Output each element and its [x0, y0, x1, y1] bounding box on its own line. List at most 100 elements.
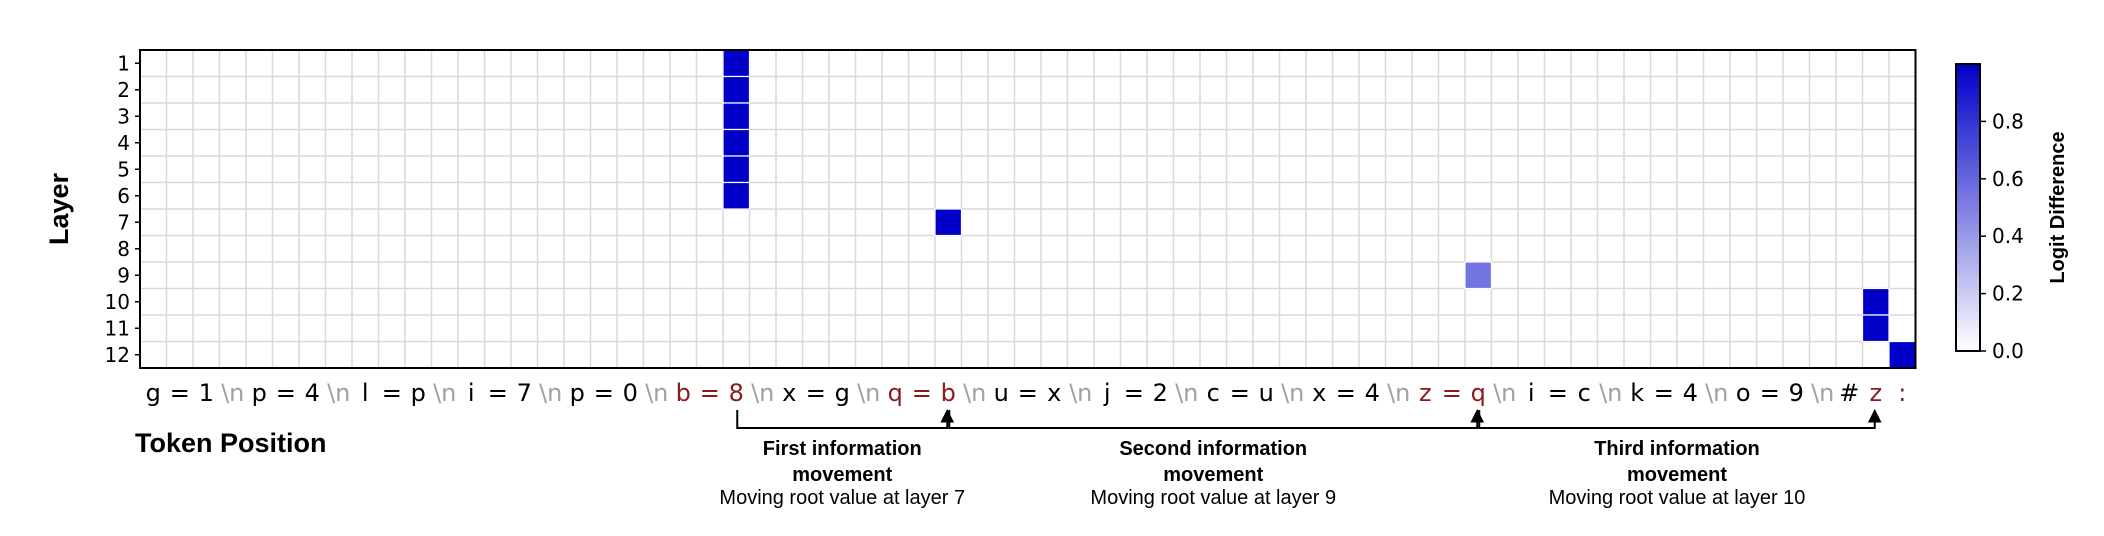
token-label: p — [570, 379, 585, 407]
token-label: = — [1018, 379, 1038, 407]
token-label: q — [1471, 379, 1486, 407]
token-label: \n — [221, 379, 244, 407]
token-label: \n — [1387, 379, 1410, 407]
token-label: p — [252, 379, 267, 407]
colorbar-title: Logit Difference — [2047, 131, 2069, 283]
token-label: # — [1839, 379, 1859, 407]
plot-frame — [139, 49, 1917, 369]
annotation-bracket — [948, 410, 1479, 429]
annotation-arrowhead — [1867, 408, 1882, 423]
y-tick-label: 8 — [117, 237, 130, 261]
y-tick-label: 12 — [105, 343, 130, 367]
token-label: \n — [963, 379, 986, 407]
token-label: = — [1548, 379, 1568, 407]
heatmap-cell — [722, 102, 751, 131]
token-label: u — [1259, 379, 1274, 407]
token-label: = — [170, 379, 190, 407]
heatmap-grid — [140, 50, 1916, 368]
token-label: \n — [1599, 379, 1622, 407]
token-label: \n — [539, 379, 562, 407]
y-tick-label: 3 — [117, 104, 130, 128]
y-axis-title: Layer — [44, 172, 74, 245]
y-tick-label: 6 — [117, 184, 130, 208]
token-label: \n — [1811, 379, 1834, 407]
token-label: 0 — [623, 379, 638, 407]
y-tick-label: 4 — [117, 131, 130, 155]
annotation-title: movement — [1163, 464, 1263, 486]
colorbar-tick-label: 0.4 — [1992, 224, 2024, 248]
colorbar-gradient — [1955, 63, 1981, 352]
token-label: x — [1047, 379, 1061, 407]
colorbar-tick-label: 0.0 — [1992, 339, 2024, 363]
colorbar: 0.0 0.2 0.4 0.6 0.8 — [1955, 63, 2024, 363]
token-label: x — [782, 379, 796, 407]
token-label: 2 — [1153, 379, 1168, 407]
token-label: 4 — [1365, 379, 1380, 407]
token-label: \n — [857, 379, 880, 407]
heatmap-cell — [1861, 287, 1890, 316]
annotation-title: movement — [792, 464, 892, 486]
token-label: j — [1103, 379, 1111, 407]
token-label: = — [1336, 379, 1356, 407]
token-label: l — [362, 379, 369, 407]
token-label: = — [1760, 379, 1780, 407]
token-label: = — [912, 379, 932, 407]
heatmap-cell — [722, 49, 751, 78]
token-label: \n — [645, 379, 668, 407]
token-labels: g = 1 \n p = 4 \n l = p \n i = 7 \n p = 0 \n b = 8 \n x = g \n q = b \n… — [146, 379, 1907, 407]
token-label: b — [941, 379, 956, 407]
token-label: = — [1654, 379, 1674, 407]
y-tick-label: 10 — [105, 290, 130, 314]
colorbar-tick-label: 0.6 — [1992, 167, 2024, 191]
token-label: i — [1528, 379, 1535, 407]
token-label: = — [382, 379, 402, 407]
heatmap-cell — [1464, 261, 1493, 290]
annotation-arrowhead — [1470, 408, 1485, 423]
token-label: = — [806, 379, 826, 407]
y-tick-label: 11 — [105, 316, 130, 340]
token-label: p — [411, 379, 426, 407]
heatmap-cell — [722, 155, 751, 184]
token-label: = — [1230, 379, 1250, 407]
colorbar-tick-label: 0.2 — [1992, 282, 2024, 306]
heatmap-cell — [1861, 314, 1890, 343]
token-label: \n — [1493, 379, 1516, 407]
annotation-title: Second information — [1119, 438, 1307, 460]
token-label: \n — [1705, 379, 1728, 407]
token-label: = — [488, 379, 508, 407]
token-label: k — [1630, 379, 1644, 407]
annotation-bracket — [1478, 410, 1876, 429]
heatmap-cell — [722, 181, 751, 210]
annotation-subtitle: Moving root value at layer 9 — [1090, 487, 1336, 509]
heatmap-cell — [1888, 340, 1917, 369]
annotation-title: First information — [763, 438, 922, 460]
y-tick-label: 1 — [117, 51, 130, 75]
token-label: g — [146, 379, 161, 407]
token-label: 4 — [1683, 379, 1698, 407]
x-axis-title: Token Position — [135, 428, 327, 458]
token-label: \n — [751, 379, 774, 407]
token-label: = — [594, 379, 614, 407]
token-label: z — [1419, 379, 1432, 407]
token-label: \n — [1281, 379, 1304, 407]
annotation-subtitle: Moving root value at layer 7 — [719, 487, 965, 509]
token-label: 7 — [517, 379, 532, 407]
token-label: \n — [1175, 379, 1198, 407]
colorbar-tick-label: 0.8 — [1992, 109, 2024, 133]
token-label: 8 — [729, 379, 744, 407]
token-label: 1 — [199, 379, 214, 407]
token-label: 9 — [1789, 379, 1804, 407]
annotation-subtitle: Moving root value at layer 10 — [1549, 487, 1806, 509]
y-tick-label: 7 — [117, 210, 130, 234]
heatmap-cells — [722, 49, 1917, 369]
token-label: 4 — [305, 379, 320, 407]
y-tick-label: 5 — [117, 157, 130, 181]
token-label: g — [835, 379, 850, 407]
token-label: = — [276, 379, 296, 407]
heatmap-cell — [934, 208, 963, 237]
annotation-bracket — [736, 410, 949, 429]
token-label: = — [700, 379, 720, 407]
token-label: b — [676, 379, 691, 407]
